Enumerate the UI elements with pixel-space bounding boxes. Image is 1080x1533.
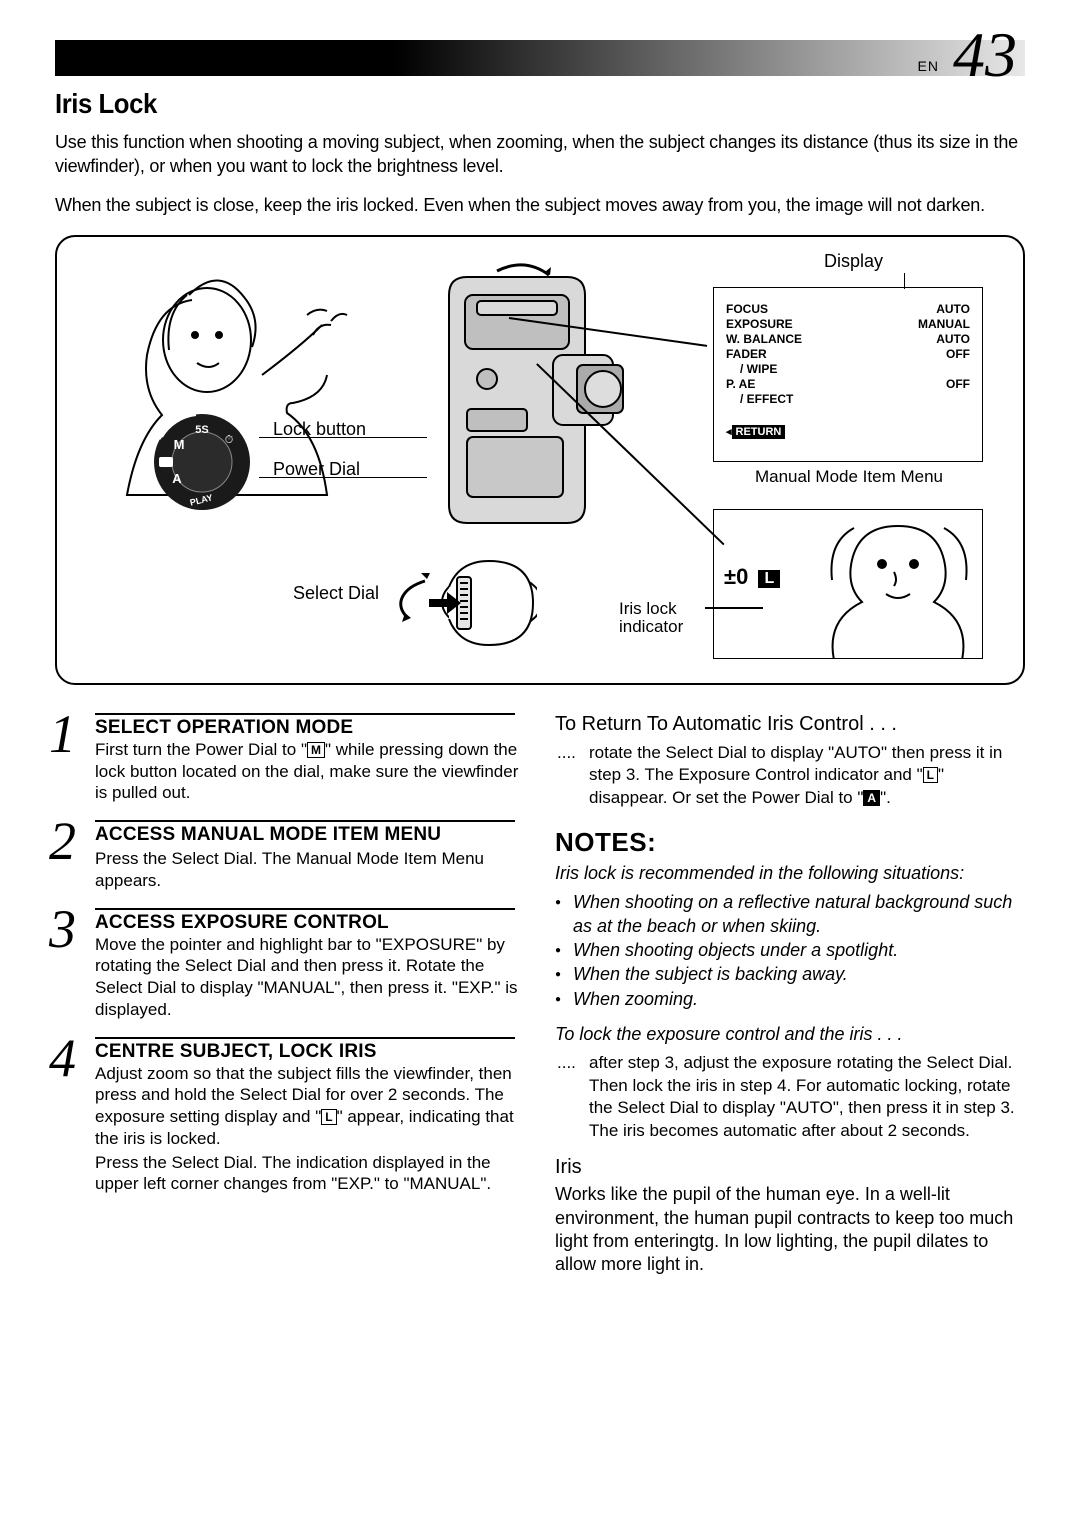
page-number: 43 [953,18,1017,92]
steps-column: 1 SELECT OPERATION MODE First turn the P… [55,713,525,1277]
tolock-heading: To lock the exposure control and the iri… [555,1023,1025,1046]
step-3: 3 ACCESS EXPOSURE CONTROL Move the point… [55,908,525,1021]
svg-text:M: M [174,437,185,452]
step-4: 4 CENTRE SUBJECT, LOCK IRIS Adjust zoom … [55,1037,525,1196]
manual-mode-menu: FOCUSAUTO EXPOSUREMANUAL W. BALANCEAUTO … [713,287,983,462]
svg-text:5S: 5S [195,424,208,436]
power-dial-label: Power Dial [273,459,360,480]
page-header-band: EN 43 [55,40,1025,76]
iris-def-heading: Iris [555,1156,1025,1179]
page-lang: EN [918,58,939,74]
l-icon: L [321,1109,336,1125]
viewfinder-preview: ±0 L [713,509,983,659]
diagram: Display [55,235,1025,685]
notes-bullets: When shooting on a reflective natural ba… [555,890,1025,1011]
iris-lock-indicator-label: Iris lock indicator [619,600,703,637]
iris-badge-value: ±0 [724,564,748,589]
svg-text:A: A [172,471,182,486]
return-auto-body: rotate the Select Dial to display "AUTO"… [555,742,1025,809]
select-dial-label: Select Dial [293,583,379,604]
list-item: When the subject is backing away. [555,962,1025,986]
step-1: 1 SELECT OPERATION MODE First turn the P… [55,713,525,804]
figure-camera-illustration [427,259,637,549]
notes-lead: Iris lock is recommended in the followin… [555,862,1025,885]
notes-heading: NOTES: [555,827,1025,858]
list-item: When zooming. [555,987,1025,1011]
iris-def-body: Works like the pupil of the human eye. I… [555,1183,1025,1277]
intro-paragraph-2: When the subject is close, keep the iris… [55,193,1025,217]
return-auto-heading: To Return To Automatic Iris Control . . … [555,713,1025,736]
list-item: When shooting on a reflective natural ba… [555,890,1025,939]
right-column: To Return To Automatic Iris Control . . … [555,713,1025,1277]
step-2: 2 ACCESS MANUAL MODE ITEM MENU Press the… [55,820,525,892]
figure-select-dial [397,547,537,662]
section-title: Iris Lock [55,88,947,120]
tolock-body: after step 3, adjust the exposure rotati… [555,1052,1025,1142]
a-icon: A [863,790,880,806]
display-label: Display [824,251,883,272]
m-icon: M [307,742,325,758]
intro-paragraph-1: Use this function when shooting a moving… [55,130,1025,179]
manual-menu-caption: Manual Mode Item Menu [755,467,943,487]
iris-badge-l-icon: L [758,570,780,588]
figure-power-dial: 5S ⏱ M A PLAY [147,407,257,517]
l-icon: L [923,767,938,783]
list-item: When shooting objects under a spotlight. [555,938,1025,962]
lock-button-label: Lock button [273,419,366,440]
svg-text:⏱: ⏱ [225,434,234,446]
